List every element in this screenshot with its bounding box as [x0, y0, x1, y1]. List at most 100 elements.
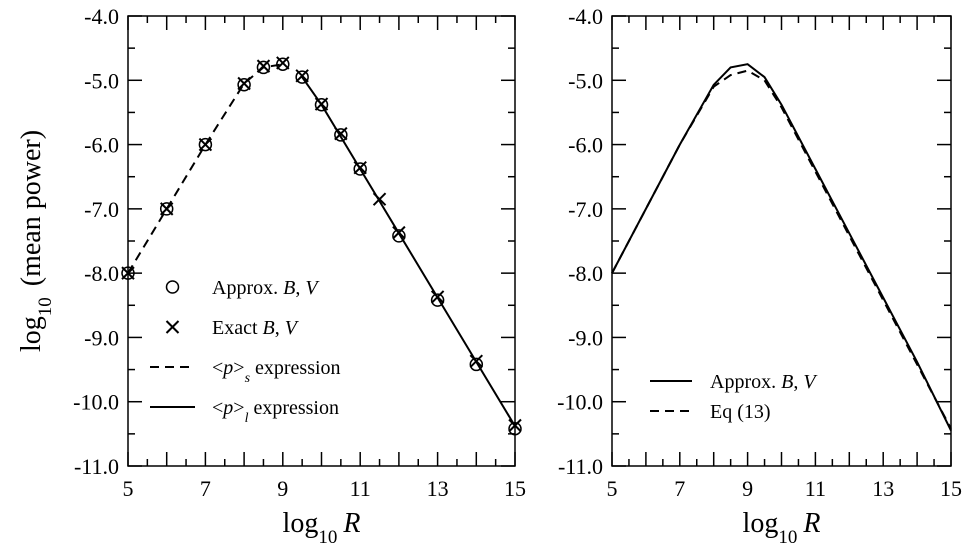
- legend-text-part: >: [233, 397, 244, 419]
- y-tick-label: -4.0: [568, 4, 603, 29]
- x-axis-title: log10 R: [743, 508, 821, 548]
- y-tick-label: -6.0: [84, 133, 119, 158]
- legend-text-part: V: [305, 277, 320, 299]
- circle-marker: [159, 202, 174, 216]
- y-tick-label: -11.0: [74, 454, 119, 479]
- legend-item: Approx. B, V: [650, 371, 818, 393]
- legend-circle-symbol: [165, 280, 180, 294]
- circle-marker: [295, 70, 309, 84]
- legend-text-part: p: [221, 397, 233, 419]
- circle-marker: [508, 421, 522, 436]
- y-tick-label: -8.0: [84, 261, 119, 286]
- axis-title-part: R: [342, 508, 360, 539]
- axis-title-part: log: [743, 508, 779, 539]
- circle-marker: [198, 137, 213, 152]
- series-3: [301, 76, 516, 427]
- cross-marker: [159, 202, 174, 216]
- y-tick-label: -9.0: [84, 325, 119, 350]
- legend-item: Eq (13): [650, 401, 771, 423]
- y-tick-label: -6.0: [568, 133, 603, 158]
- x-tick-label: 13: [872, 476, 894, 501]
- x-tick-label: 5: [123, 476, 134, 501]
- legend-text-part: ,: [275, 317, 285, 339]
- x-tick-label: 13: [427, 476, 449, 501]
- circle-marker: [256, 60, 271, 75]
- legend-text-part: B: [283, 277, 295, 299]
- legend-text-part: ,: [295, 277, 305, 299]
- x-tick-label: 7: [200, 476, 211, 501]
- legend-text-part: B: [781, 371, 793, 393]
- y-tick-label: -7.0: [84, 197, 119, 222]
- legend-text-part: s: [245, 371, 251, 386]
- axis-title-part: 10: [318, 527, 337, 548]
- series-0: [121, 57, 522, 436]
- legend-item: Approx. B, V: [165, 277, 320, 299]
- axis-title-part: 10: [778, 527, 797, 548]
- dashed-series-line: [127, 63, 283, 274]
- x-tick-label: 9: [277, 476, 288, 501]
- legend-text-part: Exact: [212, 317, 263, 339]
- legend: Approx. B, V Eq (13): [650, 371, 818, 423]
- series-0: [611, 63, 952, 432]
- x-tick-label: 15: [940, 476, 962, 501]
- circle-marker: [353, 162, 367, 176]
- series-2: [127, 63, 283, 274]
- legend-text-part: >: [233, 357, 244, 379]
- x-tick-label: 9: [742, 476, 753, 501]
- x-tick-label: 11: [350, 476, 371, 501]
- legend-text-part: Approx.: [710, 371, 781, 393]
- legend-label: Exact B, V: [212, 317, 300, 339]
- circle-marker: [237, 78, 251, 92]
- legend-text-part: l: [245, 411, 249, 426]
- legend-label: <p>s expression: [212, 357, 341, 386]
- axis-title-part: log: [283, 508, 319, 539]
- x-tick-label: 11: [805, 476, 826, 501]
- axis-title-part: log: [16, 316, 47, 352]
- y-tick-label: -11.0: [558, 454, 603, 479]
- legend-text-part: B: [263, 317, 275, 339]
- y-tick-label: -4.0: [84, 4, 119, 29]
- legend-text-part: ,: [793, 371, 803, 393]
- legend-text-part: <: [212, 357, 223, 379]
- circle-marker: [121, 266, 135, 280]
- legend-label: Approx. B, V: [710, 371, 818, 393]
- y-tick-label: -5.0: [568, 68, 603, 93]
- legend-label: Eq (13): [710, 401, 771, 423]
- legend-text-part: expression: [250, 357, 341, 379]
- x-axis-title: log10 R: [283, 508, 361, 548]
- y-tick-label: -10.0: [73, 390, 119, 415]
- circle-marker: [469, 357, 484, 372]
- y-tick-label: -9.0: [568, 325, 603, 350]
- circle-marker: [430, 293, 445, 307]
- legend-text-part: Approx.: [212, 277, 283, 299]
- y-tick-label: -7.0: [568, 197, 603, 222]
- legend-label: <p>l expression: [212, 397, 339, 426]
- axis-title-part: (mean power): [16, 130, 47, 293]
- plot-frame: [611, 15, 952, 467]
- legend-item: Exact B, V: [165, 317, 300, 339]
- right-panel: 5 7 9 11 13 15 -4.0 -5.0 -6.0 -7.0 -8.0 -9.0 -10.0 -1…: [557, 4, 962, 548]
- axis-title-part: 10: [35, 297, 56, 316]
- circle-marker: [314, 97, 329, 112]
- cross-marker: [295, 69, 309, 83]
- x-tick-label: 7: [674, 476, 685, 501]
- solid-series-line: [301, 76, 516, 427]
- x-tick-label: 15: [504, 476, 526, 501]
- y-tick-label: -10.0: [557, 390, 603, 415]
- solid-series-line: [611, 63, 952, 432]
- legend-text-part: expression: [248, 397, 339, 419]
- legend-item: <p>l expression: [150, 397, 339, 426]
- y-tick-label: -8.0: [568, 261, 603, 286]
- cross-marker: [276, 56, 290, 70]
- legend-label: Approx. B, V: [212, 277, 320, 299]
- cross-marker: [121, 266, 135, 280]
- legend-text-part: p: [221, 357, 233, 379]
- x-tick-label: 5: [607, 476, 618, 501]
- circle-marker: [392, 229, 406, 243]
- legend-item: <p>s expression: [150, 357, 341, 386]
- legend-text-part: <: [212, 397, 223, 419]
- y-tick-label: -5.0: [84, 68, 119, 93]
- circle-marker: [334, 128, 348, 142]
